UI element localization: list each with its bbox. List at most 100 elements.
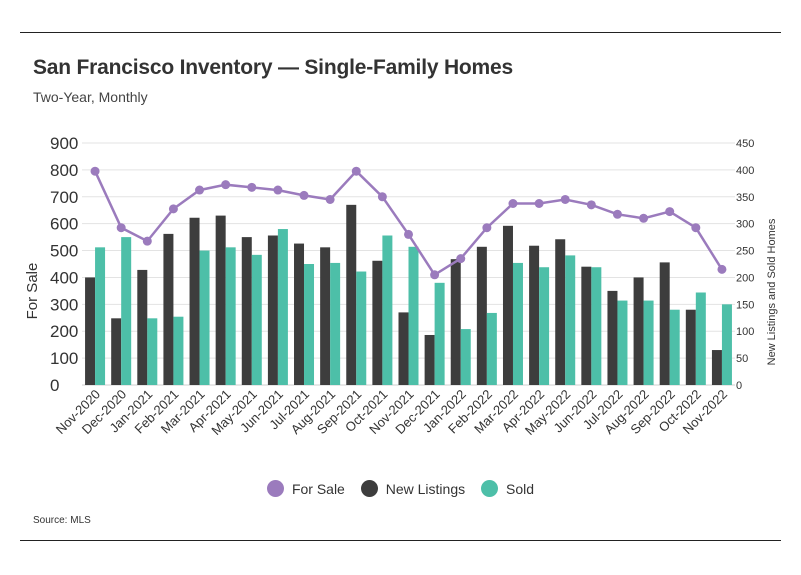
new-listings-bar	[529, 245, 540, 385]
sold-bar	[121, 237, 132, 385]
sold-bar	[460, 329, 471, 385]
new-listings-bar	[711, 350, 722, 385]
for-sale-point	[377, 192, 387, 202]
for-sale-point	[247, 182, 257, 192]
top-rule	[20, 32, 781, 33]
sold-bar	[695, 292, 706, 385]
y2-tick-label: 150	[736, 299, 754, 311]
sold-bar	[669, 309, 680, 385]
for-sale-point	[691, 223, 701, 233]
for-sale-point	[221, 180, 231, 190]
new-listings-bar	[398, 312, 409, 385]
new-listings-bar	[215, 215, 226, 385]
legend: For Sale New Listings Sold	[0, 480, 801, 500]
y2-tick-label: 350	[736, 192, 754, 204]
sold-bar	[199, 250, 210, 385]
for-sale-point	[273, 185, 283, 195]
y2-tick-label: 300	[736, 219, 754, 231]
y-axis-label: For Sale	[24, 263, 41, 320]
legend-item-sold: Sold	[481, 480, 534, 497]
y-tick-label: 700	[50, 188, 78, 207]
sold-bar	[434, 282, 445, 385]
sold-bar	[356, 271, 367, 385]
new-listings-bar	[320, 247, 331, 385]
new-listings-bar	[372, 260, 383, 385]
y2-tick-label: 0	[736, 380, 742, 392]
new-listings-bar	[555, 239, 566, 385]
y-tick-label: 800	[50, 161, 78, 180]
for-sale-point	[325, 194, 335, 204]
y2-tick-label: 400	[736, 165, 754, 177]
sold-bar	[539, 267, 550, 385]
bottom-rule	[20, 540, 781, 541]
new-listings-bar	[163, 233, 174, 385]
new-listings-bar	[241, 237, 252, 385]
for-sale-point	[90, 166, 100, 176]
sold-swatch	[481, 480, 499, 497]
for-sale-point	[482, 223, 492, 233]
new-listings-bar	[137, 269, 148, 385]
sold-bar	[408, 246, 419, 385]
sold-bar	[251, 254, 262, 385]
chart-subtitle: Two-Year, Monthly	[33, 89, 148, 105]
y-tick-label: 900	[50, 134, 78, 153]
legend-label-new-listings: New Listings	[385, 480, 466, 497]
sold-bar	[330, 262, 341, 385]
y2-axis-label: New Listings and Sold Homes	[766, 218, 778, 365]
y-tick-label: 0	[50, 376, 59, 395]
for-sale-point	[168, 204, 178, 214]
y-tick-label: 500	[50, 242, 78, 261]
new-listings-bar	[659, 262, 670, 385]
new-listings-bar	[450, 259, 461, 385]
new-listings-bar	[502, 225, 513, 385]
y-tick-label: 600	[50, 215, 78, 234]
sold-bar	[512, 262, 523, 385]
new-listings-bar	[581, 266, 592, 385]
y2-tick-label: 100	[736, 326, 754, 338]
new-listings-bar	[633, 277, 644, 385]
chart-title: San Francisco Inventory — Single-Family …	[33, 56, 513, 79]
legend-item-new-listings: New Listings	[360, 480, 466, 497]
sold-bar	[721, 304, 732, 385]
new-listings-bar	[424, 334, 435, 385]
for-sale-point	[612, 209, 622, 219]
for-sale-point	[116, 223, 126, 233]
for-sale-point	[560, 194, 570, 204]
y2-tick-label: 250	[736, 246, 754, 258]
y2-tick-label: 50	[736, 353, 748, 365]
new-listings-bar	[294, 243, 305, 385]
sold-bar	[643, 300, 654, 385]
for-sale-point	[299, 190, 309, 200]
sold-bar	[617, 300, 628, 385]
for-sale-point	[351, 166, 361, 176]
for-sale-point	[639, 213, 649, 223]
sold-bar	[95, 247, 106, 385]
legend-label-sold: Sold	[506, 480, 535, 497]
y-tick-label: 100	[50, 349, 78, 368]
for-sale-point	[717, 264, 727, 274]
new-listings-bar	[607, 290, 618, 385]
for-sale-swatch	[266, 480, 284, 497]
for-sale-point	[195, 185, 205, 195]
sold-bar	[277, 229, 288, 385]
for-sale-point	[534, 199, 544, 208]
new-listings-bar	[346, 204, 357, 385]
sold-bar	[591, 267, 602, 385]
y2-tick-label: 450	[736, 138, 754, 150]
for-sale-point	[142, 236, 152, 246]
new-listings-bar	[685, 309, 696, 385]
y-tick-label: 400	[50, 268, 78, 287]
new-listings-swatch	[360, 480, 378, 497]
sold-bar	[565, 255, 576, 385]
source-note: Source: MLS	[33, 515, 91, 526]
new-listings-bar	[85, 277, 96, 385]
new-listings-bar	[111, 318, 122, 385]
sold-bar	[382, 235, 393, 385]
for-sale-point	[456, 254, 466, 264]
new-listings-bar	[189, 217, 200, 385]
for-sale-point	[586, 200, 596, 210]
y2-tick-label: 200	[736, 272, 754, 284]
for-sale-point	[508, 199, 518, 208]
y-tick-label: 300	[50, 295, 78, 314]
